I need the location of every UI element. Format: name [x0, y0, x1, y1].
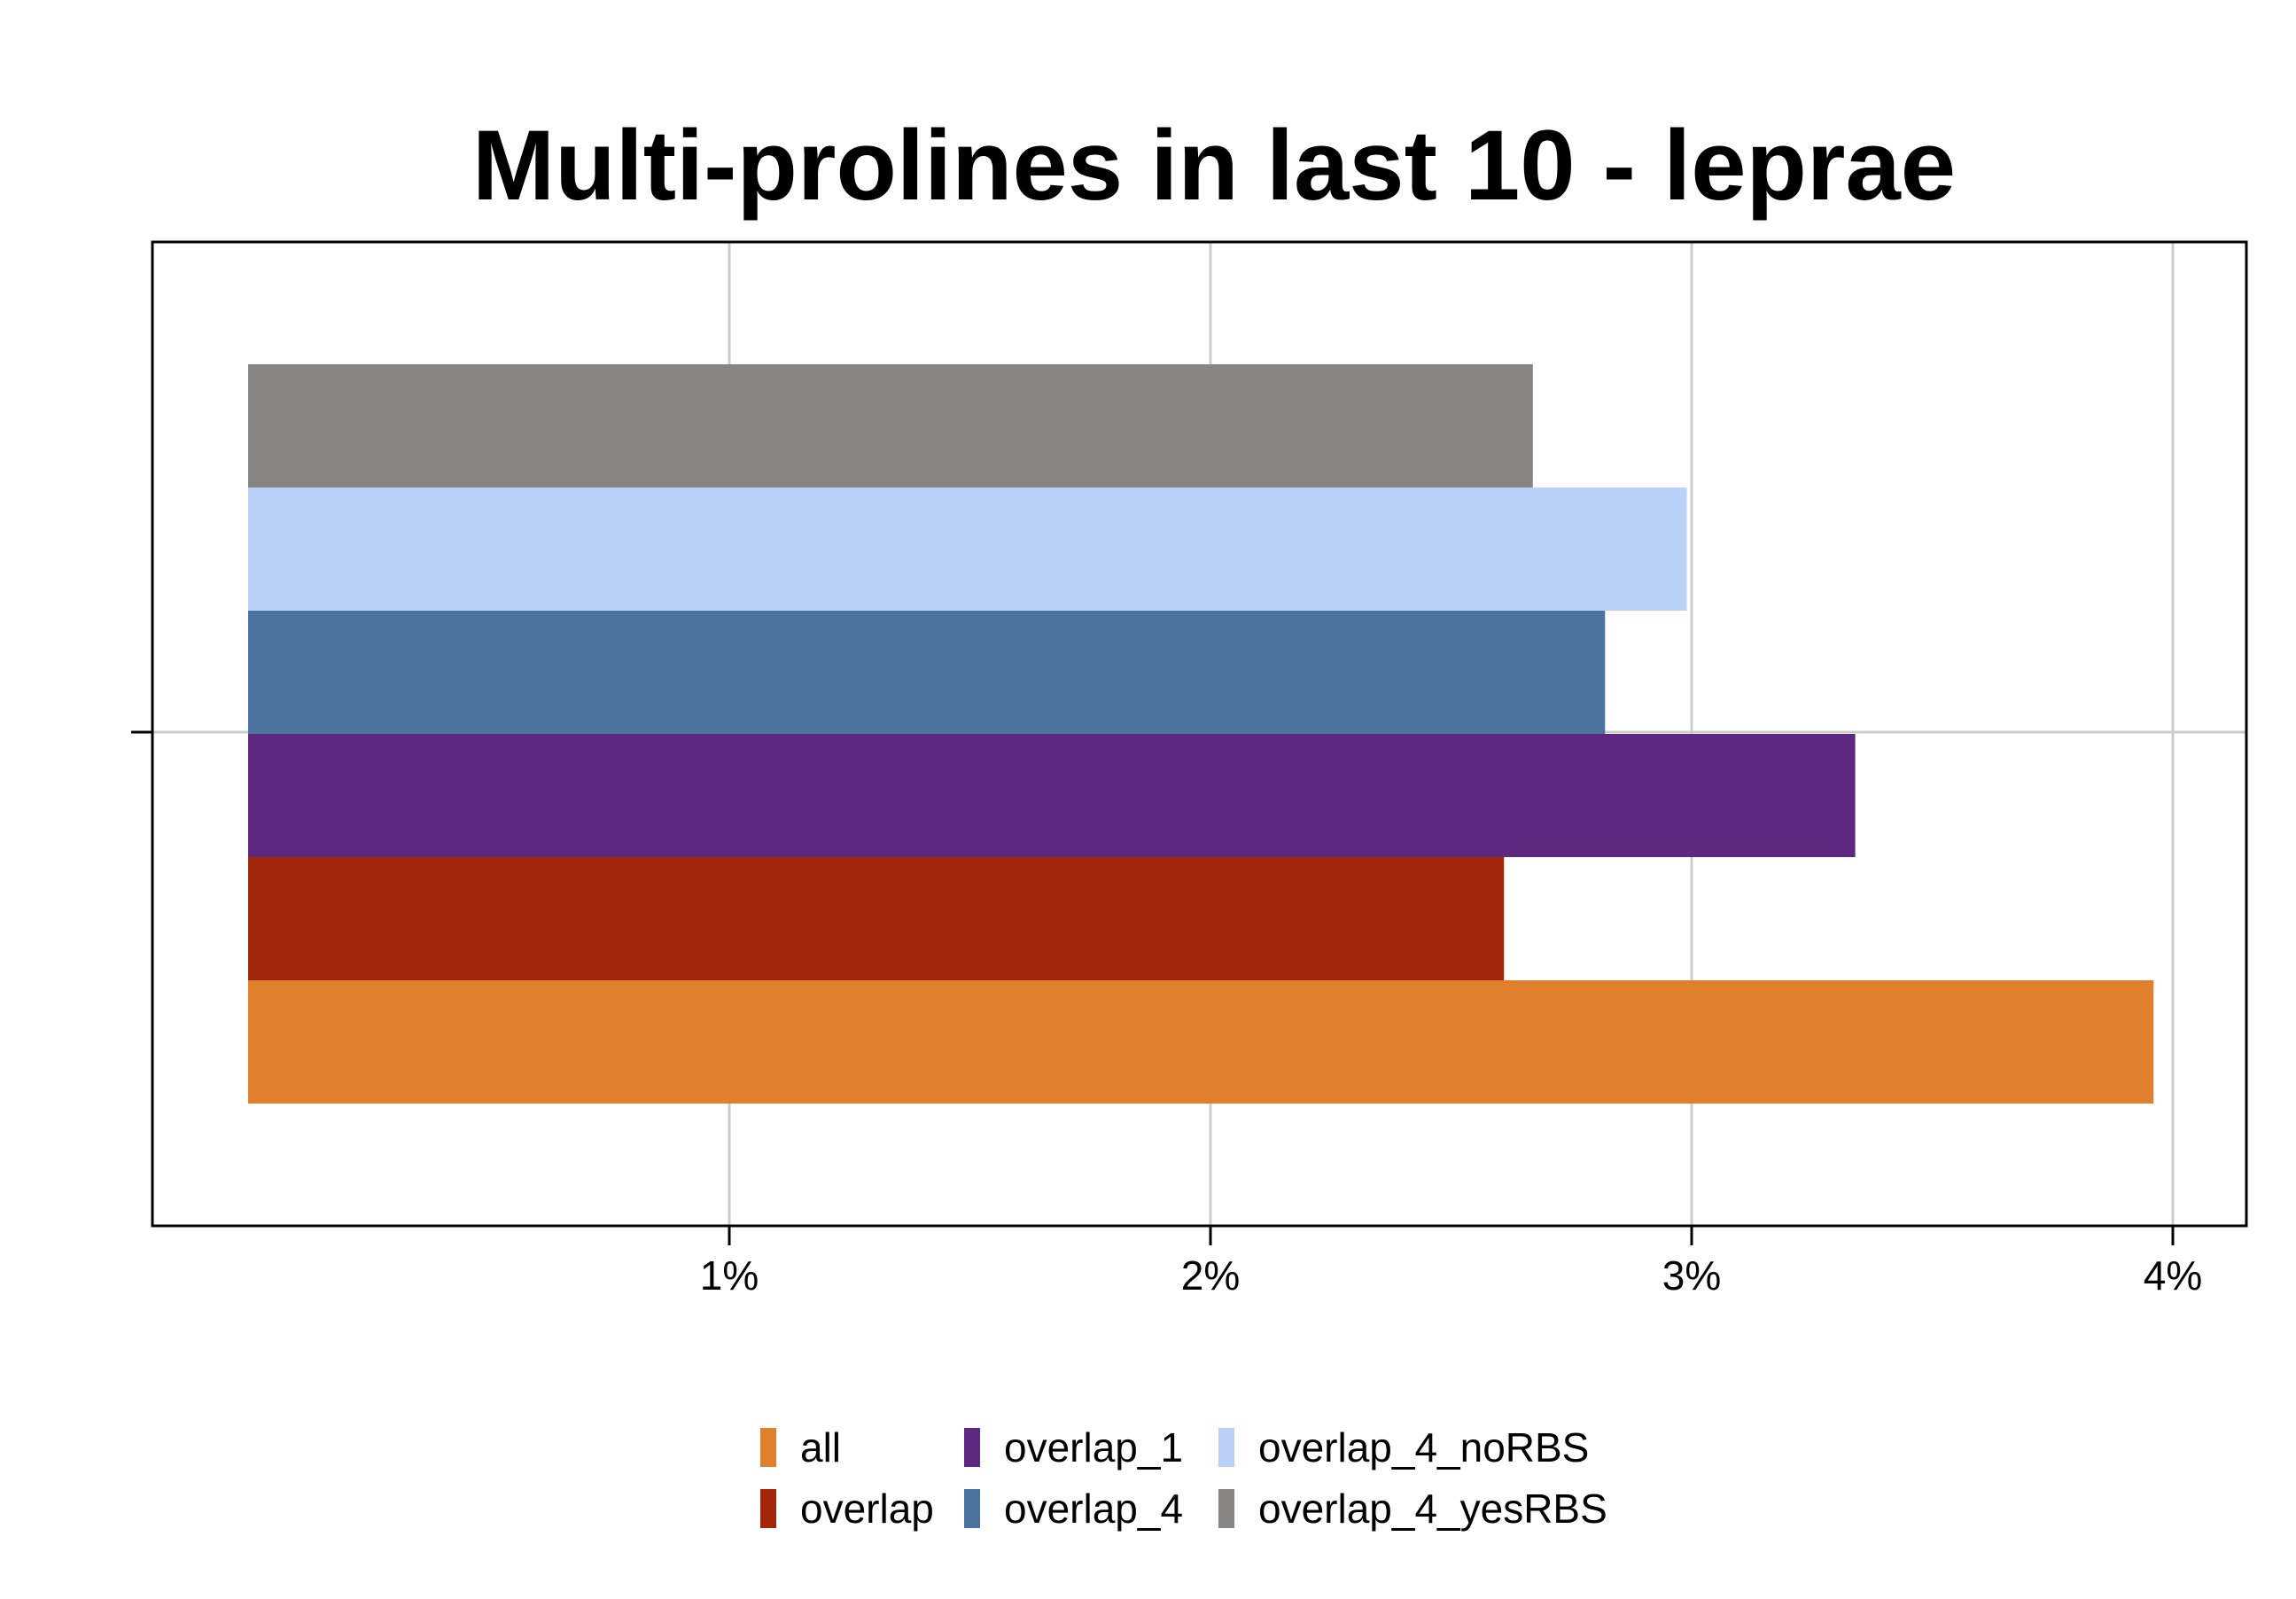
legend-label-overlap_4_yesRBS: overlap_4_yesRBS: [1258, 1486, 1607, 1532]
legend-swatch-overlap_4: [964, 1489, 980, 1528]
x-tick-label: 4%: [2144, 1252, 2202, 1299]
bar-overlap_4_noRBS: [248, 488, 1687, 611]
bar-overlap_1: [248, 734, 1856, 857]
legend-swatch-overlap_1: [964, 1428, 980, 1467]
bars: [248, 364, 2154, 1104]
legend-swatch-overlap: [760, 1489, 776, 1528]
legend-label-all: all: [800, 1424, 841, 1470]
legend-label-overlap_1: overlap_1: [1004, 1424, 1183, 1470]
legend-swatch-overlap_4_noRBS: [1218, 1428, 1234, 1467]
x-tick-label: 3%: [1662, 1252, 1721, 1299]
plot-frame: [151, 240, 2248, 1228]
bar-overlap_4: [248, 611, 1606, 734]
legend-label-overlap_4_noRBS: overlap_4_noRBS: [1258, 1424, 1589, 1470]
x-tick-label: 2%: [1181, 1252, 1240, 1299]
chart-title: Multi-prolines in last 10 - leprae: [472, 110, 1956, 221]
bar-all: [248, 980, 2154, 1104]
bar-overlap: [248, 857, 1505, 980]
legend-label-overlap: overlap: [800, 1486, 934, 1532]
x-axis-ticks: 1% 2% 3% 4%: [700, 1226, 2202, 1299]
legend-label-overlap_4: overlap_4: [1004, 1486, 1183, 1532]
bar-overlap_4_yesRBS: [248, 364, 1533, 488]
x-tick-label: 1%: [700, 1252, 759, 1299]
legend-swatch-all: [760, 1428, 776, 1467]
legend-swatch-overlap_4_yesRBS: [1218, 1489, 1234, 1528]
legend: all overlap overlap_1 overlap_4 overlap_4_no…: [760, 1424, 1607, 1532]
